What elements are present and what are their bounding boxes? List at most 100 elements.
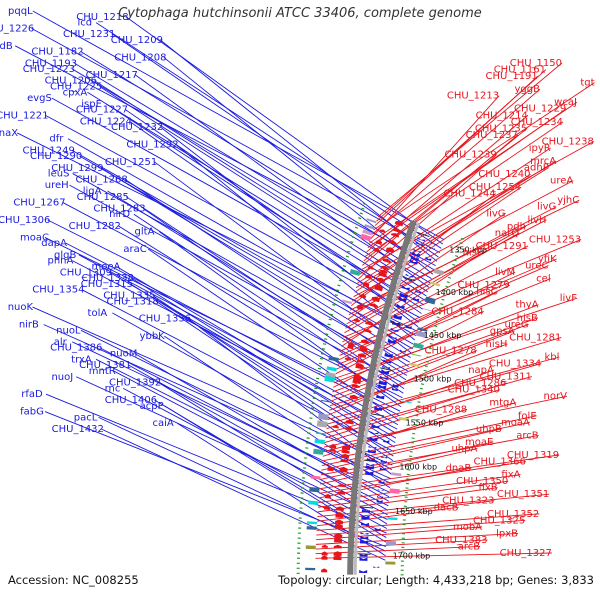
gene-label-connector [164, 335, 391, 489]
reverse-gene-arrow [384, 352, 394, 358]
gene-label-connector [315, 546, 481, 555]
gene-category-block [320, 399, 331, 403]
reverse-gene-label: nuoK [8, 302, 34, 313]
forward-gene-arrow [379, 229, 386, 234]
gene-category-block [341, 299, 353, 305]
forward-gene-label: mobA [453, 522, 482, 533]
gene-category-block [349, 268, 361, 277]
gene-label-connector [377, 62, 563, 218]
reverse-gene-label: CHU_1386 [50, 343, 102, 354]
forward-gene-label: CHU_1323 [442, 496, 494, 507]
forward-gene-label: CHU_1325 [473, 515, 525, 526]
scale-tick [402, 276, 416, 282]
gene-label-connector [160, 39, 438, 262]
forward-gene-arrow [356, 304, 364, 311]
forward-gene-label: narQ [495, 228, 520, 239]
reverse-gene-arrow [379, 375, 389, 380]
reverse-gene-label: CHU_1232 [111, 122, 163, 133]
gene-category-block [314, 438, 325, 445]
forward-gene-label: CHU_1351 [497, 489, 549, 500]
reverse-gene-label: CHU_1432 [52, 424, 104, 435]
gene-category-block [413, 342, 424, 350]
reverse-gene-arrow [360, 522, 370, 526]
gene-category-block [326, 366, 337, 372]
forward-gene-arrow [324, 493, 331, 499]
reverse-gene-arrow [359, 540, 369, 544]
forward-gene-arrow [378, 271, 387, 278]
reverse-gene-label: alr [54, 337, 68, 348]
reverse-gene-label: CHU_1338 [82, 273, 134, 284]
reverse-gene-label: CHU_1283 [93, 203, 145, 214]
reverse-gene-label: CHU_1226 [0, 23, 34, 34]
reverse-gene-label: nuoM [110, 349, 137, 360]
gene-category-block [389, 488, 400, 494]
reverse-gene-arrow [380, 460, 387, 464]
forward-gene-arrow [390, 233, 400, 238]
gene-label-connector [158, 382, 388, 525]
reverse-gene-arrow [415, 241, 424, 246]
forward-gene-arrow [321, 551, 328, 556]
reverse-gene-arrow [390, 327, 399, 332]
gene-category-block [317, 413, 329, 421]
forward-gene-arrow [355, 363, 364, 370]
reverse-gene-label: phnA [47, 256, 73, 267]
reverse-gene-label: CHU_1267 [13, 198, 65, 209]
forward-gene-arrow [327, 466, 334, 472]
reverse-gene-arrow [413, 248, 422, 253]
gene-label-connector [332, 317, 539, 393]
gene-label-connector [133, 213, 404, 394]
gene-label-connector [100, 167, 411, 359]
reverse-gene-label: nirB [19, 320, 39, 331]
reverse-gene-label: CHU_1231 [63, 29, 115, 40]
gene-category-block [398, 416, 410, 422]
forward-gene-arrow [365, 274, 372, 280]
forward-gene-arrow [334, 533, 343, 539]
reverse-gene-arrow [371, 424, 380, 429]
forward-gene-arrow [392, 228, 401, 233]
gene-label-connector [324, 389, 501, 443]
reverse-gene-label: CHU_1309 [60, 267, 112, 278]
reverse-gene-label: CHU_1224 [80, 116, 132, 127]
forward-gene-label: moaE [465, 437, 493, 448]
reverse-gene-label: moeA [92, 261, 121, 272]
gene-category-block [387, 517, 398, 521]
gene-label-connector [374, 75, 539, 226]
backbone-shadow [353, 222, 420, 575]
forward-gene-label: fixB [479, 483, 498, 494]
reverse-gene-label: pacL [74, 412, 98, 423]
reverse-gene-label: leuS [48, 169, 70, 180]
reverse-gene-label: rfaD [21, 389, 43, 400]
reverse-gene-arrow [376, 499, 383, 503]
forward-gene-label: CHU_1240 [478, 169, 530, 180]
scale-label: 1600 kbp [399, 463, 437, 472]
reverse-gene-label: CHU_1290 [30, 151, 82, 162]
reverse-gene-arrow [383, 439, 390, 443]
scale-tick [390, 321, 404, 326]
reverse-gene-label: icd [77, 18, 92, 29]
gene-label-connector [338, 271, 516, 361]
gene-label-connector [67, 138, 417, 336]
reverse-gene-arrow [360, 535, 369, 540]
forward-gene-arrow [356, 359, 365, 364]
reverse-gene-arrow [398, 296, 407, 303]
reverse-gene-arrow [412, 297, 420, 302]
scale-tick [360, 506, 374, 509]
forward-gene-arrow [333, 551, 342, 556]
forward-gene-arrow [363, 328, 372, 334]
reverse-gene-arrow [399, 292, 409, 299]
gene-label-connector [74, 62, 432, 280]
gene-category-block [385, 561, 396, 565]
gene-category-block [411, 353, 422, 357]
reverse-gene-label: CHU_1249 [23, 145, 75, 156]
reverse-gene-label: ybbK [140, 331, 166, 342]
forward-gene-label: arcB [458, 541, 481, 552]
gene-label-connector [47, 219, 403, 399]
map-title: Cytophaga hutchinsonii ATCC 33406, compl… [118, 6, 482, 21]
gene-category-block [385, 540, 397, 546]
forward-gene-arrow [369, 303, 378, 308]
reverse-gene-label: araC [123, 244, 146, 255]
reverse-gene-label: CHU_1206 [45, 76, 97, 87]
gene-label-connector [362, 134, 519, 266]
forward-gene-arrow [374, 285, 384, 292]
